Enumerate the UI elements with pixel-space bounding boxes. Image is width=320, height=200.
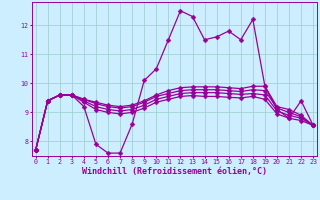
X-axis label: Windchill (Refroidissement éolien,°C): Windchill (Refroidissement éolien,°C) xyxy=(82,167,267,176)
